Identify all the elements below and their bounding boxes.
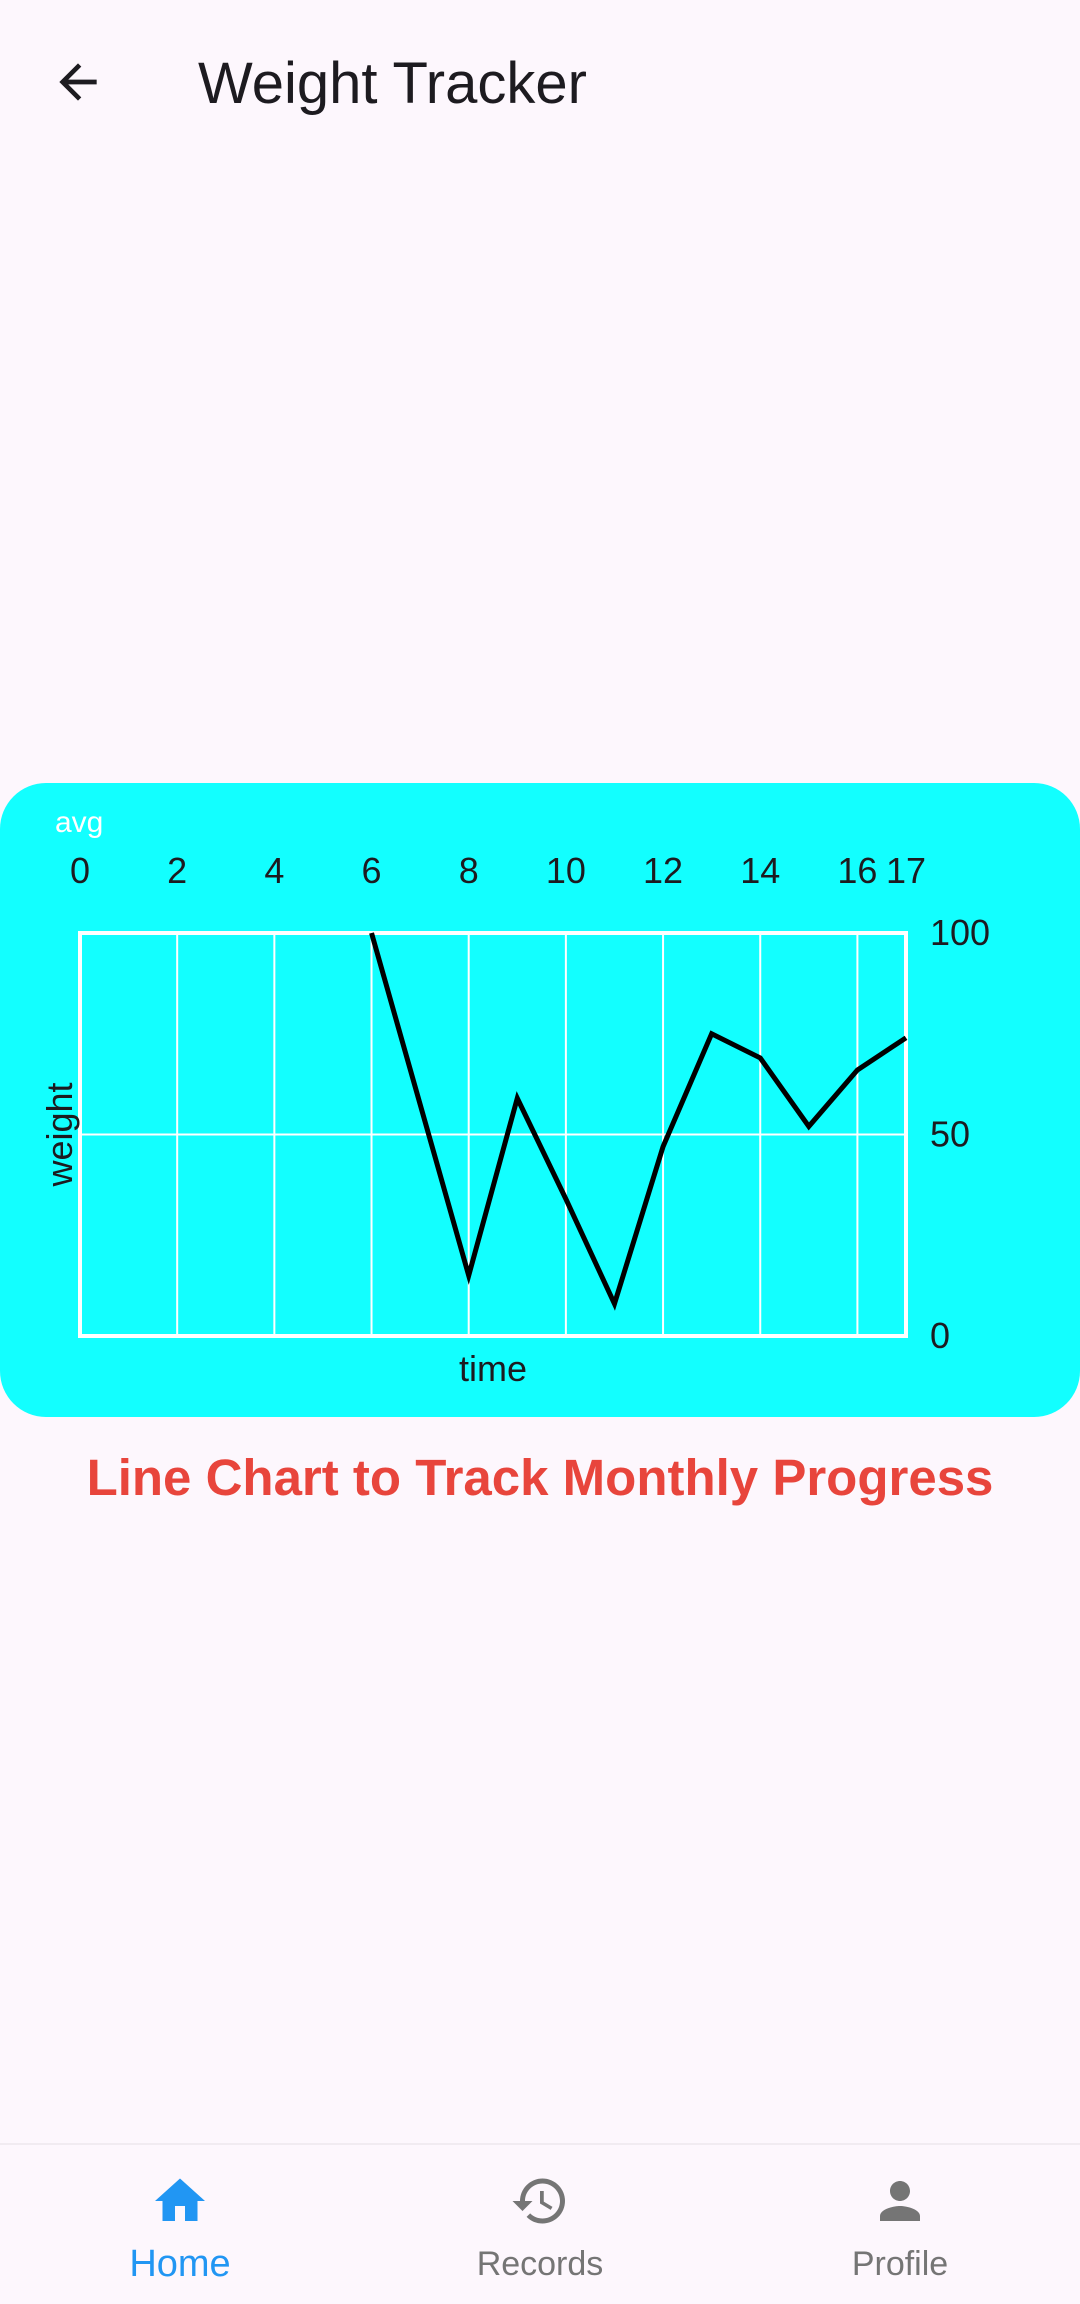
page-title: Weight Tracker [198, 51, 587, 116]
x-axis-label: time [459, 1348, 527, 1389]
bottom-navigation: Home Records Profile [0, 2143, 1080, 2304]
x-tick-label: 16 [837, 850, 877, 891]
app-bar: Weight Tracker [0, 0, 1080, 170]
history-icon [512, 2178, 565, 2224]
x-tick-label: 6 [362, 850, 382, 891]
x-tick-label: 0 [70, 850, 90, 891]
x-tick-label: 17 [886, 850, 926, 891]
y-tick-label: 50 [930, 1114, 970, 1155]
x-tick-label: 14 [740, 850, 780, 891]
nav-item-home[interactable]: Home [60, 2145, 300, 2304]
x-tick-label: 12 [643, 850, 683, 891]
plot-border [78, 931, 908, 1338]
x-tick-label: 2 [167, 850, 187, 891]
x-tick-label: 8 [459, 850, 479, 891]
person-icon [880, 2181, 920, 2221]
y-tick-label: 0 [930, 1315, 950, 1356]
y-tick-label: 100 [930, 912, 990, 953]
nav-item-profile[interactable]: Profile [780, 2145, 1020, 2304]
x-tick-label: 4 [264, 850, 284, 891]
arrow-back-icon [59, 63, 97, 101]
y-axis-label: weight [39, 1082, 80, 1187]
series-line [369, 932, 908, 1311]
x-tick-label: 10 [546, 850, 586, 891]
chart-title: avg [55, 806, 103, 839]
nav-label-home: Home [129, 2243, 231, 2285]
nav-label-profile: Profile [851, 2245, 949, 2283]
back-button[interactable] [40, 44, 116, 120]
chart-card: 0 2 4 6 8 10 12 14 16 17 0 50 100 avg time weight [0, 783, 1080, 1417]
home-icon [155, 2178, 205, 2221]
chart-caption: Line Chart to Track Monthly Progress [86, 1449, 994, 1506]
nav-item-records[interactable]: Records [420, 2145, 660, 2304]
line-chart: 0 2 4 6 8 10 12 14 16 17 0 50 100 avg time weight [39, 806, 990, 1389]
nav-label-records: Records [476, 2245, 604, 2283]
